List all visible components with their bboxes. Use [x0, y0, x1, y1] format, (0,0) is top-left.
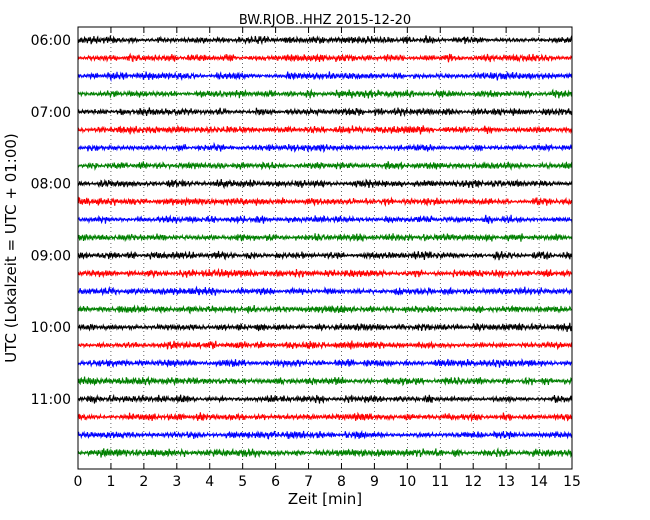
y-tick-label: 06:00 — [31, 33, 71, 49]
trace-07:00 — [77, 107, 573, 118]
trace-11:30 — [77, 429, 573, 440]
vertical-grid — [110, 27, 540, 469]
trace-06:00 — [77, 34, 573, 46]
trace-07:45 — [77, 161, 573, 171]
trace-06:45 — [77, 88, 573, 99]
x-tick-label: 14 — [530, 474, 548, 490]
x-tick-label: 9 — [370, 474, 379, 490]
y-axis-label: UTC (Lokalzeit = UTC + 01:00) — [2, 133, 20, 363]
trace-10:00 — [77, 322, 573, 333]
trace-09:15 — [77, 267, 573, 279]
trace-11:15 — [77, 411, 573, 423]
x-tick-label: 3 — [172, 474, 181, 490]
x-tick-label: 15 — [563, 474, 581, 490]
trace-06:15 — [77, 52, 573, 63]
x-axis-ticks: 0 1 2 3 4 5 6 7 8 9 10 11 12 13 14 15 — [74, 27, 581, 490]
trace-08:30 — [77, 214, 573, 225]
y-tick-label: 10:00 — [31, 320, 71, 336]
x-tick-label: 10 — [398, 474, 416, 490]
x-tick-label: 4 — [205, 474, 214, 490]
trace-07:30 — [77, 141, 573, 154]
x-tick-label: 0 — [74, 474, 83, 490]
y-tick-label: 07:00 — [31, 105, 71, 121]
trace-08:00 — [77, 178, 573, 190]
trace-11:00 — [77, 393, 573, 405]
trace-11:45 — [77, 447, 573, 459]
x-tick-label: 11 — [431, 474, 449, 490]
y-tick-label: 11:00 — [31, 392, 71, 408]
x-tick-label: 12 — [464, 474, 482, 490]
trace-08:45 — [77, 232, 573, 243]
trace-06:30 — [77, 70, 573, 83]
plot-frame — [77, 26, 573, 470]
trace-08:15 — [77, 196, 573, 207]
x-tick-label: 1 — [106, 474, 115, 490]
y-axis-ticks: 06:00 07:00 08:00 09:00 10:00 11:00 — [31, 33, 572, 408]
trace-10:30 — [77, 357, 573, 369]
seismogram-traces — [77, 34, 573, 459]
y-tick-label: 08:00 — [31, 177, 71, 193]
trace-07:15 — [77, 124, 573, 135]
trace-10:15 — [77, 340, 573, 351]
trace-09:00 — [77, 250, 573, 261]
x-tick-label: 6 — [271, 474, 280, 490]
chart-title: BW.RJOB..HHZ 2015-12-20 — [239, 13, 411, 28]
trace-09:30 — [77, 285, 573, 297]
x-tick-label: 8 — [337, 474, 346, 490]
x-tick-label: 13 — [497, 474, 515, 490]
x-axis-label: Zeit [min] — [288, 490, 362, 508]
x-tick-label: 2 — [139, 474, 148, 490]
trace-09:45 — [77, 304, 573, 315]
y-tick-label: 09:00 — [31, 248, 71, 264]
trace-10:45 — [77, 375, 573, 387]
x-tick-label: 5 — [238, 474, 247, 490]
x-tick-label: 7 — [304, 474, 313, 490]
